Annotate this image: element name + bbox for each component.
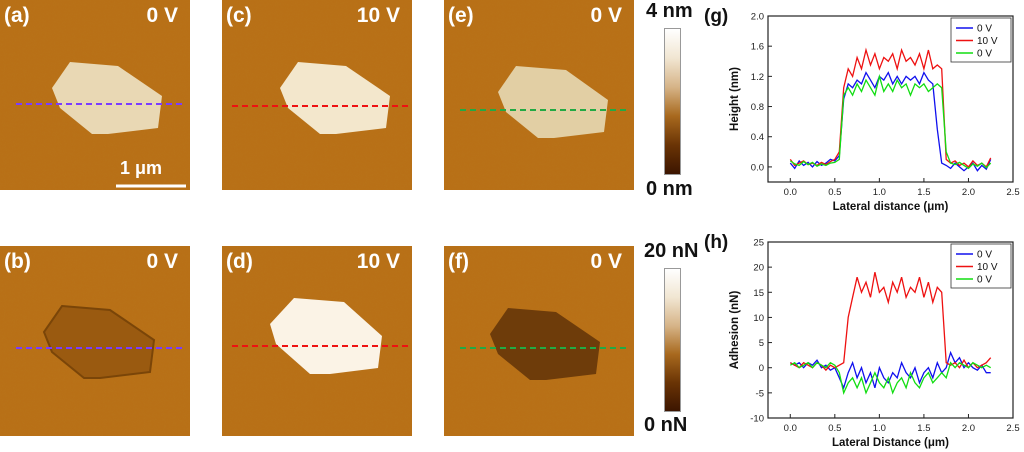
voltage-label-b: 0 V [146, 250, 178, 273]
x-tick-label-h-2: 1.0 [873, 423, 886, 434]
voltage-label-a: 0 V [146, 4, 178, 27]
x-axis-label-g: Lateral distance (μm) [833, 201, 949, 213]
series-line-g-1 [789, 47, 992, 168]
x-tick-label-h-4: 2.0 [962, 423, 975, 434]
y-tick-label-h-0: -10 [750, 414, 764, 425]
x-tick-label-g-2: 1.0 [873, 187, 886, 198]
afm-panel-b: (b) 0 V [0, 246, 190, 436]
panel-label-d: (d) [226, 250, 253, 273]
y-tick-label-h-5: 15 [753, 288, 764, 299]
legend-label-g-2: 0 V [977, 49, 992, 60]
y-tick-label-g-3: 1.2 [751, 72, 764, 83]
afm-panel-a: (a) 0 V 1 μm [0, 0, 190, 190]
panel-label-b: (b) [4, 250, 31, 273]
afm-panel-d: (d) 10 V [222, 246, 412, 436]
afm-image-adhesion-b [0, 246, 190, 436]
voltage-label-f: 0 V [590, 250, 622, 273]
height-colorbar-top-label: 4 nm [646, 0, 693, 22]
afm-panel-f: (f) 0 V [444, 246, 634, 436]
x-tick-label-g-5: 2.5 [1006, 187, 1019, 198]
height-profile-chart: (g) 0.0 0.5 1.0 1.5 2.0 2.5 0.0 0.4 0.8 1.2 1.6 2.0 L… [704, 6, 1020, 213]
afm-image-height-e [444, 0, 634, 190]
x-tick-label-h-1: 0.5 [828, 423, 841, 434]
y-tick-label-h-4: 10 [753, 313, 764, 324]
legend-label-h-1: 10 V [977, 262, 998, 273]
y-tick-label-h-2: 0 [759, 363, 764, 374]
voltage-label-e: 0 V [590, 4, 622, 27]
panel-label-a: (a) [4, 4, 30, 27]
voltage-label-d: 10 V [356, 250, 400, 273]
y-tick-label-g-2: 0.8 [751, 102, 764, 113]
x-tick-label-h-3: 1.5 [917, 423, 930, 434]
x-axis-label-h: Lateral Distance (μm) [832, 437, 949, 449]
y-axis-label-h: Adhesion (nN) [729, 291, 741, 370]
afm-image-height-a [0, 0, 190, 190]
y-tick-label-g-4: 1.6 [751, 42, 764, 53]
adhesion-colorbar-bottom-label: 0 nN [644, 414, 688, 436]
x-tick-label-h-5: 2.5 [1006, 423, 1019, 434]
chart-panel-label-g: (g) [704, 6, 728, 27]
scale-bar-label: 1 μm [120, 158, 163, 178]
adhesion-colorbar [664, 268, 681, 412]
series-line-h-0 [789, 350, 991, 390]
adhesion-profile-chart: (h) 0.0 0.5 1.0 1.5 2.0 2.5 -10 -5 0 5 10 15 20 25 Late… [704, 232, 1020, 449]
afm-image-adhesion-f [444, 246, 634, 436]
y-tick-label-g-1: 0.4 [751, 132, 764, 143]
series-line-g-2 [789, 73, 992, 170]
plot-frame-g [767, 15, 1014, 183]
y-axis-label-g: Height (nm) [729, 67, 741, 131]
x-tick-label-g-0: 0.0 [784, 187, 797, 198]
x-tick-label-h-0: 0.0 [784, 423, 797, 434]
adhesion-colorbar-top-label: 20 nN [644, 240, 699, 262]
x-tick-label-g-4: 2.0 [962, 187, 975, 198]
y-tick-label-g-0: 0.0 [751, 162, 764, 173]
afm-image-height-c [222, 0, 412, 190]
y-tick-label-g-5: 2.0 [751, 12, 764, 23]
plot-frame-h [767, 241, 1014, 419]
x-tick-label-g-1: 0.5 [828, 187, 841, 198]
legend-label-g-1: 10 V [977, 36, 998, 47]
height-colorbar [664, 28, 681, 175]
y-tick-label-h-7: 25 [753, 238, 764, 249]
voltage-label-c: 10 V [356, 4, 400, 27]
x-tick-label-g-3: 1.5 [917, 187, 930, 198]
y-tick-label-h-3: 5 [759, 338, 764, 349]
chart-panel-label-h: (h) [704, 232, 728, 253]
afm-panel-e: (e) 0 V [444, 0, 634, 190]
afm-panel-c: (c) 10 V [222, 0, 412, 190]
series-line-h-2 [789, 361, 992, 395]
y-tick-label-h-6: 20 [753, 263, 764, 274]
legend-label-g-0: 0 V [977, 24, 992, 35]
panel-label-c: (c) [226, 4, 252, 27]
afm-image-adhesion-d [222, 246, 412, 436]
height-colorbar-bottom-label: 0 nm [646, 178, 693, 200]
legend-label-h-2: 0 V [977, 275, 992, 286]
y-tick-label-h-1: -5 [756, 388, 764, 399]
legend-label-h-0: 0 V [977, 250, 992, 261]
panel-label-f: (f) [448, 250, 469, 273]
panel-label-e: (e) [448, 4, 474, 27]
